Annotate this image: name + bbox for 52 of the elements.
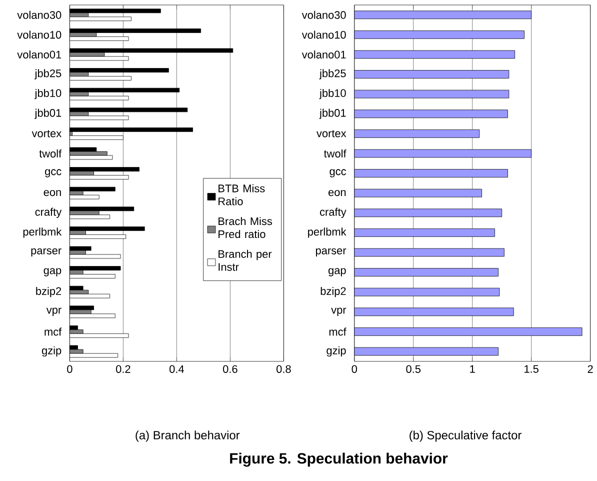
y-tick-label: vpr bbox=[331, 308, 346, 316]
y-tick-label: gcc bbox=[45, 169, 62, 178]
y-tick-label: volano30 bbox=[17, 10, 62, 19]
y-tick-label: parser bbox=[31, 248, 62, 257]
y-tick-label: twolf bbox=[324, 150, 346, 158]
y-tick-label: crafty bbox=[320, 208, 346, 218]
y-tick-label: bzip2 bbox=[320, 287, 346, 298]
y-tick-label: jbb01 bbox=[34, 108, 62, 120]
x-tick-label: 0 bbox=[67, 365, 72, 374]
y-tick-label: vortex bbox=[316, 130, 346, 138]
y-tick-label: gap bbox=[328, 268, 346, 276]
y-tick-label: jbb25 bbox=[34, 69, 62, 80]
y-tick-label: eon bbox=[328, 190, 346, 196]
y-tick-label: eon bbox=[44, 190, 61, 196]
legend-label: BTB Miss Ratio bbox=[218, 184, 265, 206]
y-tick-label: gap bbox=[44, 268, 62, 276]
y-tick-label: jbb25 bbox=[319, 69, 346, 80]
legend-label: Brach Miss Pred ratio bbox=[218, 217, 272, 238]
y-tick-label: jbb10 bbox=[319, 89, 346, 100]
y-tick-label: jbb10 bbox=[34, 89, 62, 100]
x-tick-label: 0.4 bbox=[170, 365, 184, 374]
y-tick-label: perlbmk bbox=[308, 228, 346, 238]
y-tick-label: twolf bbox=[39, 150, 62, 158]
y-tick-label: volano10 bbox=[17, 30, 62, 39]
x-tick-label: 1 bbox=[470, 365, 475, 373]
y-tick-label: parser bbox=[316, 248, 346, 257]
y-tick-label: volano30 bbox=[302, 10, 346, 19]
x-tick-label: 0 bbox=[352, 365, 358, 374]
y-tick-label: mcf bbox=[329, 328, 346, 336]
y-tick-label: mcf bbox=[44, 328, 62, 336]
legend-label: Branch per Instr bbox=[218, 250, 272, 271]
x-tick-label: 0.8 bbox=[276, 365, 291, 374]
y-tick-label: gzip bbox=[42, 346, 62, 357]
y-tick-label: bzip2 bbox=[36, 287, 62, 298]
y-tick-label: gzip bbox=[326, 346, 346, 357]
y-tick-label: crafty bbox=[35, 208, 62, 218]
y-tick-label: vpr bbox=[46, 308, 62, 316]
x-tick-label: 0.5 bbox=[406, 365, 421, 374]
x-tick-label: 2 bbox=[588, 365, 593, 373]
text: (a) Branch behavior bbox=[136, 430, 240, 442]
y-tick-label: jbb01 bbox=[319, 108, 346, 120]
y-tick-label: volano01 bbox=[302, 50, 346, 59]
x-tick-label: 0.2 bbox=[116, 365, 130, 374]
y-tick-label: gcc bbox=[330, 169, 346, 178]
y-tick-label: volano10 bbox=[302, 30, 346, 39]
y-tick-label: vortex bbox=[32, 130, 62, 138]
y-tick-label: volano01 bbox=[17, 50, 62, 59]
x-tick-label: 1.5 bbox=[524, 365, 538, 373]
x-tick-label: 0.6 bbox=[223, 365, 238, 374]
caption: Figure 5. Speculation behavior bbox=[230, 452, 448, 467]
y-tick-label: perlbmk bbox=[23, 228, 62, 238]
text: (b) Speculative factor bbox=[410, 430, 522, 442]
